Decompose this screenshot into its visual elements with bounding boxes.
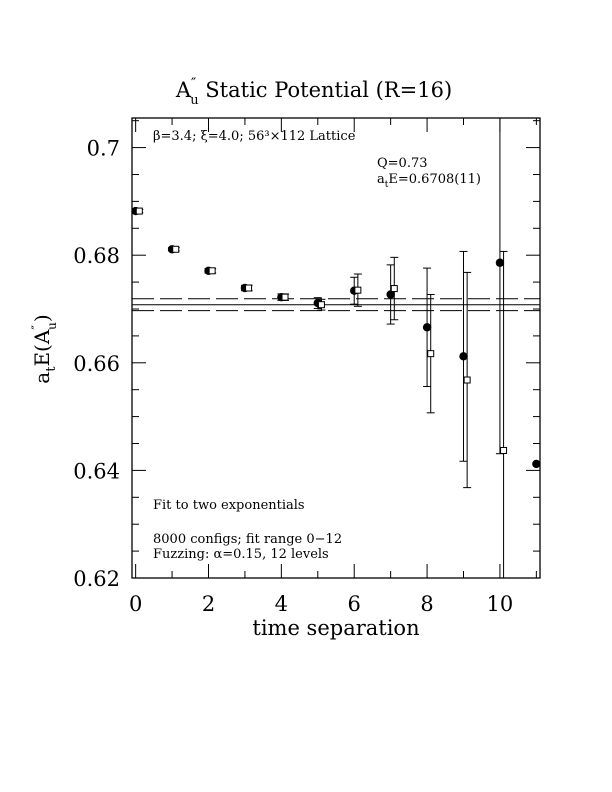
x-tick-label: 2: [202, 592, 215, 616]
lattice-annotation: β=3.4; ξ=4.0; 56³×112 Lattice: [153, 129, 356, 144]
data-point-square: [463, 376, 471, 384]
tick-labels: 0 2 4 6 8 10 0.62 0.64 0.66 0.68 0.7: [73, 137, 513, 616]
data-point-square: [354, 286, 362, 294]
fuzzing-annotation: Fuzzing: α=0.15, 12 levels: [153, 547, 329, 562]
configs-annotation: 8000 configs; fit range 0−12: [153, 532, 342, 547]
data-point-square: [317, 301, 325, 309]
fit-annotation: Fit to two exponentials: [153, 498, 305, 513]
data-point-square: [208, 267, 216, 275]
data-point-circle: [422, 323, 432, 332]
data-point-square: [245, 284, 253, 292]
x-axis-label: time separation: [252, 616, 419, 640]
data-point-square: [281, 293, 289, 301]
y-tick-label: 0.7: [87, 137, 120, 161]
data-marks: [131, 118, 541, 578]
data-point-square: [135, 207, 143, 215]
data-point-square: [172, 245, 180, 253]
x-tick-label: 10: [487, 592, 514, 616]
data-point-square: [500, 446, 508, 454]
data-point-circle: [459, 352, 468, 361]
x-tick-label: 0: [129, 592, 142, 616]
q-annotation: Q=0.73: [377, 156, 428, 171]
y-tick-label: 0.68: [73, 244, 120, 268]
x-tick-label: 6: [348, 592, 361, 616]
chart-title: A″ u Static Potential (R=16): [175, 76, 452, 108]
data-point-circle: [386, 290, 395, 299]
data-point-square: [427, 350, 435, 358]
x-tick-label: 4: [275, 592, 288, 616]
energy-annotation: atE=0.6708(11): [377, 172, 481, 190]
y-tick-label: 0.62: [73, 567, 120, 591]
data-point-circle: [495, 258, 505, 267]
y-tick-label: 0.64: [73, 459, 120, 483]
plot-frame: [131, 117, 541, 579]
y-tick-label: 0.66: [73, 352, 120, 376]
y-axis-label: atE(A″u): [30, 314, 59, 383]
x-tick-label: 8: [420, 592, 433, 616]
data-point-circle: [532, 459, 541, 469]
fit-lines: [132, 298, 540, 312]
data-point-square: [390, 285, 398, 293]
